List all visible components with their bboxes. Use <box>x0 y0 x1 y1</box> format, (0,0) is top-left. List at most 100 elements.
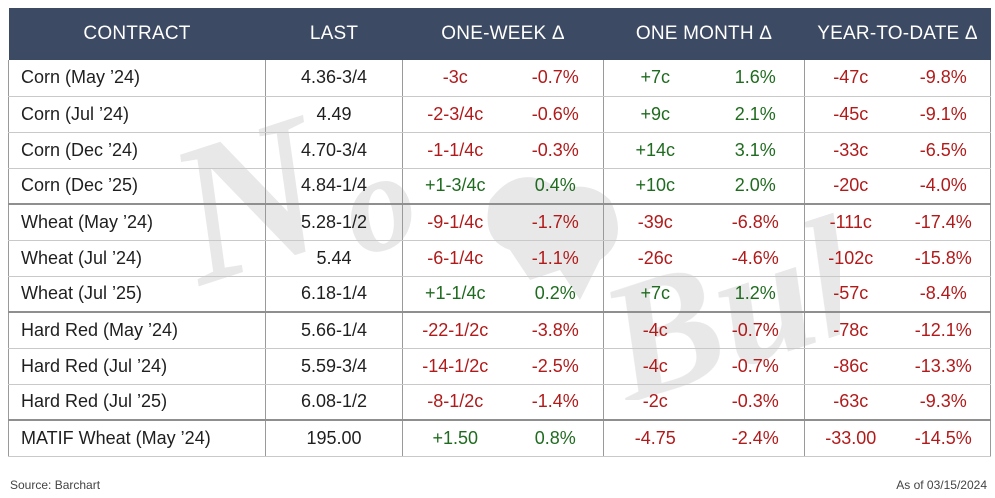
table-row: Hard Red (May ’24) 5.66-1/4 -22-1/2c -3.… <box>8 312 992 349</box>
week-change-pct: 0.8% <box>507 420 605 457</box>
ytd-change: -57c <box>804 276 897 313</box>
contract-name: Hard Red (Jul ’25) <box>8 384 266 421</box>
month-change: +9c <box>603 96 707 133</box>
ytd-change: -63c <box>804 384 897 421</box>
ytd-change-pct: -4.0% <box>896 168 992 205</box>
week-change-pct: -0.7% <box>507 60 605 97</box>
last-price: 5.28-1/2 <box>265 204 403 241</box>
month-change: +7c <box>603 60 707 97</box>
table-row: Wheat (May ’24) 5.28-1/2 -9-1/4c -1.7% -… <box>8 204 992 241</box>
ytd-change-pct: -9.8% <box>896 60 992 97</box>
month-change: -2c <box>603 384 707 421</box>
week-change: -1-1/4c <box>402 132 508 169</box>
table-row: Hard Red (Jul ’25) 6.08-1/2 -8-1/2c -1.4… <box>8 384 992 421</box>
month-change: -4.75 <box>603 420 707 457</box>
ytd-change-pct: -17.4% <box>896 204 992 241</box>
month-change: -39c <box>603 204 707 241</box>
header-contract: CONTRACT <box>8 8 266 60</box>
contract-name: Wheat (May ’24) <box>8 204 266 241</box>
ytd-change: -47c <box>804 60 897 97</box>
week-change: -8-1/2c <box>402 384 508 421</box>
table-row: Corn (Dec ’24) 4.70-3/4 -1-1/4c -0.3% +1… <box>8 132 992 169</box>
table-row: Corn (May ’24) 4.36-3/4 -3c -0.7% +7c 1.… <box>8 60 992 97</box>
week-change-pct: -1.7% <box>507 204 605 241</box>
week-change-pct: -1.1% <box>507 240 605 277</box>
week-change-pct: -0.6% <box>507 96 605 133</box>
contract-name: Corn (Jul ’24) <box>8 96 266 133</box>
last-price: 4.36-3/4 <box>265 60 403 97</box>
month-change-pct: -6.8% <box>706 204 806 241</box>
ytd-change-pct: -9.1% <box>896 96 992 133</box>
as-of-date: As of 03/15/2024 <box>896 478 987 492</box>
ytd-change-pct: -9.3% <box>896 384 992 421</box>
contract-name: Hard Red (May ’24) <box>8 312 266 349</box>
last-price: 195.00 <box>265 420 403 457</box>
source-note: Source: Barchart <box>10 478 101 492</box>
month-change-pct: 2.1% <box>706 96 806 133</box>
last-price: 5.44 <box>265 240 403 277</box>
ytd-change-pct: -15.8% <box>896 240 992 277</box>
ytd-change: -33c <box>804 132 897 169</box>
contract-name: Wheat (Jul ’24) <box>8 240 266 277</box>
month-change-pct: 1.6% <box>706 60 806 97</box>
ytd-change-pct: -6.5% <box>896 132 992 169</box>
week-change: -14-1/2c <box>402 348 508 385</box>
week-change: -6-1/4c <box>402 240 508 277</box>
header-row: CONTRACT LAST ONE-WEEK Δ ONE MONTH Δ YEA… <box>8 8 991 60</box>
contract-name: Hard Red (Jul ’24) <box>8 348 266 385</box>
ytd-change-pct: -14.5% <box>896 420 992 457</box>
last-price: 4.84-1/4 <box>265 168 403 205</box>
week-change-pct: -3.8% <box>507 312 605 349</box>
contract-name: Wheat (Jul ’25) <box>8 276 266 313</box>
contract-name: Corn (Dec ’25) <box>8 168 266 205</box>
table-row: MATIF Wheat (May ’24) 195.00 +1.50 0.8% … <box>8 420 992 457</box>
ytd-change-pct: -12.1% <box>896 312 992 349</box>
week-change-pct: 0.2% <box>507 276 605 313</box>
last-price: 5.66-1/4 <box>265 312 403 349</box>
week-change-pct: -0.3% <box>507 132 605 169</box>
table-row: Wheat (Jul ’24) 5.44 -6-1/4c -1.1% -26c … <box>8 240 992 277</box>
month-change: +14c <box>603 132 707 169</box>
month-change-pct: -0.7% <box>706 312 806 349</box>
table-row: Wheat (Jul ’25) 6.18-1/4 +1-1/4c 0.2% +7… <box>8 276 992 313</box>
last-price: 6.18-1/4 <box>265 276 403 313</box>
month-change: -4c <box>603 312 707 349</box>
contract-name: Corn (May ’24) <box>8 60 266 97</box>
month-change: +7c <box>603 276 707 313</box>
week-change: +1-1/4c <box>402 276 508 313</box>
header-ytd-change: YEAR-TO-DATE Δ <box>804 8 991 60</box>
month-change: +10c <box>603 168 707 205</box>
ytd-change: -45c <box>804 96 897 133</box>
last-price: 4.49 <box>265 96 403 133</box>
ytd-change-pct: -13.3% <box>896 348 992 385</box>
week-change-pct: -1.4% <box>507 384 605 421</box>
ytd-change-pct: -8.4% <box>896 276 992 313</box>
last-price: 6.08-1/2 <box>265 384 403 421</box>
month-change: -26c <box>603 240 707 277</box>
table-row: Corn (Dec ’25) 4.84-1/4 +1-3/4c 0.4% +10… <box>8 168 992 205</box>
month-change-pct: -0.3% <box>706 384 806 421</box>
ytd-change: -33.00 <box>804 420 897 457</box>
header-one-month-change: ONE MONTH Δ <box>603 8 805 60</box>
month-change-pct: -0.7% <box>706 348 806 385</box>
month-change: -4c <box>603 348 707 385</box>
week-change: -2-3/4c <box>402 96 508 133</box>
contract-name: MATIF Wheat (May ’24) <box>8 420 266 457</box>
week-change-pct: -2.5% <box>507 348 605 385</box>
week-change: -3c <box>402 60 508 97</box>
month-change-pct: 1.2% <box>706 276 806 313</box>
ytd-change: -78c <box>804 312 897 349</box>
month-change-pct: -2.4% <box>706 420 806 457</box>
header-last: LAST <box>265 8 403 60</box>
contract-name: Corn (Dec ’24) <box>8 132 266 169</box>
month-change-pct: 2.0% <box>706 168 806 205</box>
week-change: +1.50 <box>402 420 508 457</box>
last-price: 4.70-3/4 <box>265 132 403 169</box>
header-one-week-change: ONE-WEEK Δ <box>402 8 604 60</box>
week-change-pct: 0.4% <box>507 168 605 205</box>
week-change: -9-1/4c <box>402 204 508 241</box>
ytd-change: -111c <box>804 204 897 241</box>
ytd-change: -86c <box>804 348 897 385</box>
last-price: 5.59-3/4 <box>265 348 403 385</box>
table-row: Hard Red (Jul ’24) 5.59-3/4 -14-1/2c -2.… <box>8 348 992 385</box>
